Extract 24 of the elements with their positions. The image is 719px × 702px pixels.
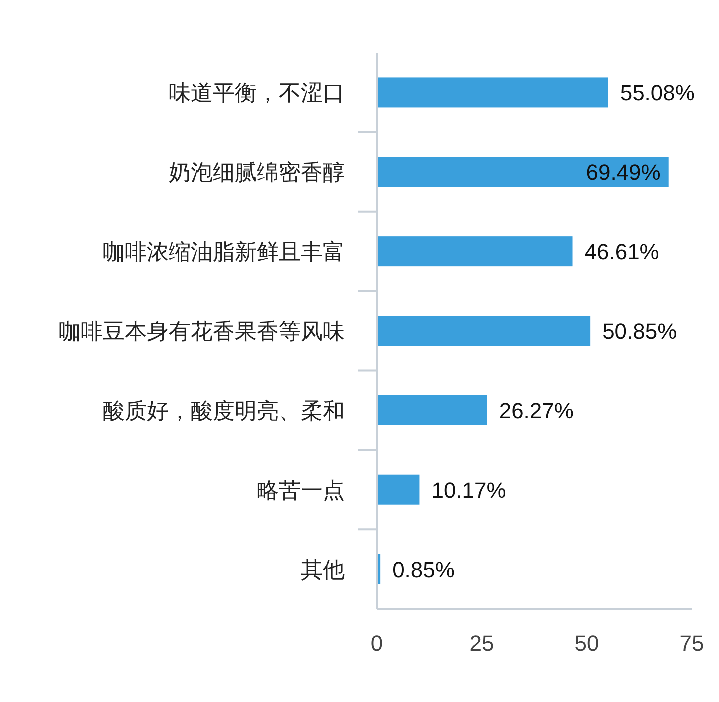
data-label: 0.85% xyxy=(392,557,455,582)
data-label: 55.08% xyxy=(620,80,695,106)
data-label: 26.27% xyxy=(499,398,574,424)
y-tick-label: 咖啡浓缩油脂新鲜且丰富 xyxy=(103,240,345,265)
bar xyxy=(377,474,420,505)
y-tick-label: 略苦一点 xyxy=(257,478,345,503)
y-tick-label: 其他 xyxy=(301,557,345,582)
x-tick-label: 50 xyxy=(574,631,600,656)
data-label: 10.17% xyxy=(432,478,506,503)
y-tick-label: 酸质好，酸度明亮、柔和 xyxy=(103,398,345,424)
bar xyxy=(377,236,573,267)
y-tick-label: 味道平衡，不涩口 xyxy=(169,80,345,106)
y-tick-label: 奶泡细腻绵密香醇 xyxy=(169,160,345,186)
x-tick-label: 0 xyxy=(370,631,384,656)
bar xyxy=(377,395,488,426)
x-tick-label: 75 xyxy=(680,631,704,656)
bar xyxy=(377,78,608,108)
data-label: 50.85% xyxy=(602,319,678,344)
data-label: 69.49% xyxy=(586,160,661,186)
bar xyxy=(377,157,669,188)
data-label: 46.61% xyxy=(584,240,660,265)
bar xyxy=(377,316,591,346)
y-tick-label: 咖啡豆本身有花香果香等风味 xyxy=(59,319,345,344)
x-tick-label: 25 xyxy=(470,631,494,656)
